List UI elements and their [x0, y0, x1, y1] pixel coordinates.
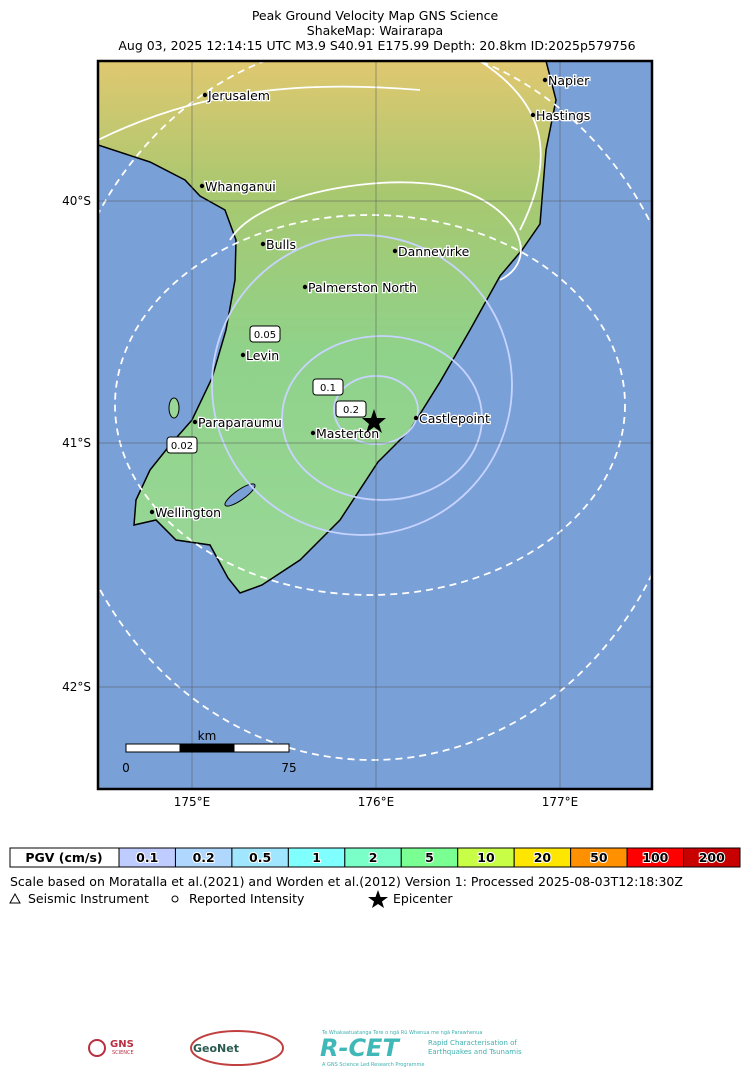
island [168, 397, 180, 419]
event-details: Aug 03, 2025 12:14:15 UTC M3.9 S40.91 E1… [118, 38, 635, 53]
colorbar-label: 100 [642, 850, 668, 865]
colorbar-label: 5 [425, 850, 434, 865]
city-dot [413, 415, 419, 421]
contour-label-box [249, 325, 281, 343]
contour-label: 0.2 [343, 405, 359, 416]
colorbar: PGV (cm/s) 0.1 0.2 0.5 1 2 5 10 20 50 100 200 [9, 847, 741, 868]
epicenter-symbol [368, 890, 388, 908]
contours [98, 61, 652, 761]
lon-label: 176°E [358, 795, 395, 809]
contour-label: 0.1 [320, 383, 336, 394]
geonet-ring [190, 1030, 284, 1066]
colorbar-label: 50 [590, 850, 608, 865]
cities: Jerusalem Whanganui Bulls Dannevirke Palmers… [149, 72, 592, 521]
city-dot [202, 92, 208, 98]
city-label: Dannevirke [398, 244, 470, 259]
city-label: Napier [548, 73, 590, 88]
colorbar-label: 10 [477, 850, 495, 865]
legend-item: Epicenter [393, 891, 453, 906]
contour-label-box [335, 400, 367, 418]
colorbar-label: 20 [534, 850, 552, 865]
city-label: Hastings [536, 108, 590, 123]
logos: GNS SCIENCE GeoNet Te Whakaatuatanga Ter… [88, 1030, 522, 1068]
scale-end: 75 [281, 761, 296, 775]
rcet-sub: Rapid Characterisation of [428, 1039, 517, 1047]
lake [224, 483, 256, 507]
contour [479, 61, 542, 231]
intensity-symbol [171, 895, 179, 903]
city-dot [530, 112, 536, 118]
rcet-top: Te Whakaatuatanga Tere o ngā Rū Whenua m… [321, 1030, 482, 1036]
colorbar-label: 2 [369, 850, 378, 865]
contour [281, 335, 483, 501]
city-dot [542, 77, 548, 83]
city-label: Wellington [155, 505, 221, 520]
legend-item: Seismic Instrument [28, 891, 149, 906]
scale-start: 0 [122, 761, 130, 775]
gns-icon [88, 1039, 106, 1057]
axis-labels: 40°S 41°S 42°S 175°E 176°E 177°E [62, 194, 578, 809]
legend-note: Scale based on Moratalla et al.(2021) an… [10, 874, 683, 889]
geonet-logo: GeoNet [193, 1042, 239, 1055]
scale-segment [125, 743, 181, 753]
contour-labels: 0.05 0.1 0.2 0.02 [166, 325, 367, 454]
lat-label: 40°S [62, 194, 91, 208]
lat-label: 41°S [62, 436, 91, 450]
scale-unit: km [198, 729, 217, 743]
city-dot [192, 419, 198, 425]
contour [114, 214, 626, 596]
scale-segment [179, 743, 235, 753]
contour-label-box [166, 436, 198, 454]
epicenter [362, 409, 386, 433]
colorbar-label: 200 [699, 850, 725, 865]
lat-label: 42°S [62, 680, 91, 694]
scale-segment [233, 743, 290, 753]
colorbar-title: PGV (cm/s) [25, 850, 102, 865]
map-frame [96, 59, 654, 791]
city-dot [199, 183, 205, 189]
contour [229, 181, 522, 281]
colorbar-label: 0.1 [136, 850, 158, 865]
city-label: Castlepoint [419, 411, 490, 426]
city-label: Bulls [266, 237, 296, 252]
rcet-sub: Earthquakes and Tsunamis [428, 1048, 522, 1056]
title: Peak Ground Velocity Map GNS Science [252, 8, 499, 23]
city-dot [149, 509, 155, 515]
city-dot [310, 430, 316, 436]
lon-label: 177°E [542, 795, 579, 809]
city-label: Masterton [316, 426, 379, 441]
gns-sub: SCIENCE [112, 1050, 134, 1056]
colorbar-label: 0.5 [249, 850, 271, 865]
colorbar-label: 0.2 [193, 850, 215, 865]
map-area: Jerusalem Whanganui Bulls Dannevirke Palmers… [98, 61, 652, 789]
legend-item: Reported Intensity [189, 891, 305, 906]
colorbar-cell [683, 847, 741, 868]
land [98, 61, 557, 594]
city-dot [260, 241, 266, 247]
city-dot [392, 248, 398, 254]
instrument-symbol [9, 892, 21, 904]
contour [211, 234, 513, 536]
city-dot [302, 284, 308, 290]
contour [98, 61, 652, 761]
city-label: Levin [246, 348, 279, 363]
rcet-logo: R-CET [320, 1034, 400, 1062]
lon-label: 175°E [174, 795, 211, 809]
city-label: Jerusalem [207, 88, 270, 103]
colorbar-label: 1 [312, 850, 321, 865]
contour-label: 0.05 [254, 330, 276, 341]
rcet-bottom: A GNS Science Led Research Programme [322, 1062, 424, 1068]
contour-label: 0.02 [171, 441, 193, 452]
contour-label-box [312, 378, 344, 396]
contour [98, 85, 421, 141]
city-dot [240, 352, 246, 358]
city-label: Paraparaumu [198, 415, 282, 430]
city-label: Palmerston North [308, 280, 417, 295]
subtitle: ShakeMap: Wairarapa [307, 23, 443, 38]
city-label: Whanganui [205, 179, 276, 194]
scale-bar: km 0 75 [122, 729, 296, 775]
gns-logo: GNS [110, 1039, 134, 1050]
